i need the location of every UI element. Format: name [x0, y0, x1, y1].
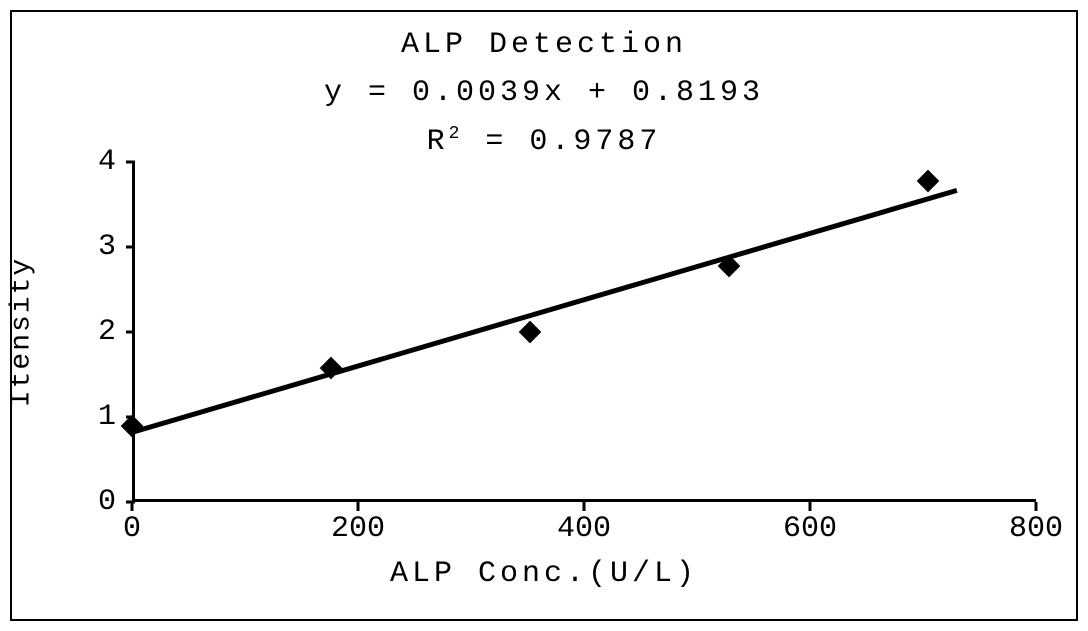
x-tick-label: 0: [123, 512, 141, 546]
x-tick-mark: [583, 502, 586, 511]
r-squared-value: R2 = 0.9787: [12, 124, 1076, 159]
trendline: [132, 190, 957, 432]
x-tick-label: 200: [331, 512, 385, 546]
y-tick-label: 2: [76, 315, 116, 349]
y-axis-label: Itensity: [7, 257, 38, 407]
y-tick-mark: [126, 416, 135, 419]
x-tick-label: 800: [1009, 512, 1063, 546]
r-squared-exponent: 2: [449, 124, 464, 144]
y-tick-label: 0: [76, 485, 116, 519]
y-tick-label: 4: [76, 145, 116, 179]
x-tick-mark: [131, 502, 134, 511]
x-tick-mark: [357, 502, 360, 511]
y-tick-mark: [126, 161, 135, 164]
regression-equation: y = 0.0039x + 0.8193: [12, 76, 1076, 110]
r-squared-symbol: R: [427, 125, 449, 159]
y-tick-mark: [126, 246, 135, 249]
y-tick-mark: [126, 331, 135, 334]
x-tick-label: 400: [557, 512, 611, 546]
x-axis-label: ALP Conc.(U/L): [12, 557, 1076, 591]
r-squared-number: = 0.9787: [463, 125, 661, 159]
chart-frame: ALP Detection y = 0.0039x + 0.8193 R2 = …: [10, 10, 1078, 621]
trendline-svg: [132, 162, 1036, 502]
x-tick-label: 600: [783, 512, 837, 546]
y-tick-label: 3: [76, 230, 116, 264]
chart-title: ALP Detection: [12, 28, 1076, 62]
x-tick-mark: [1035, 502, 1038, 511]
x-tick-mark: [809, 502, 812, 511]
y-tick-label: 1: [76, 400, 116, 434]
